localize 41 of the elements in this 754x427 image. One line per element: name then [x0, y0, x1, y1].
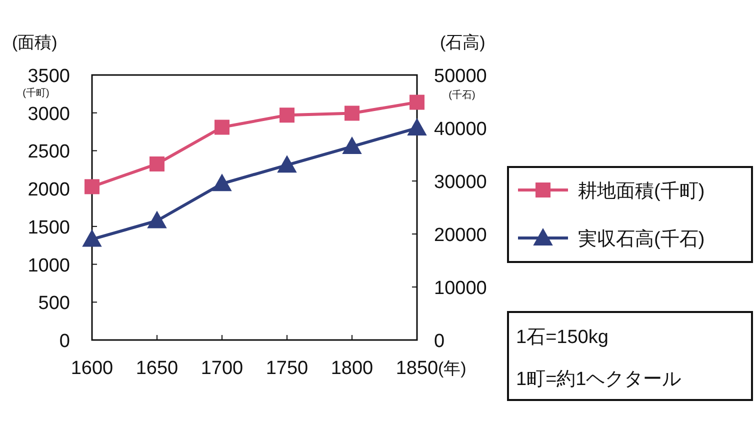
y2-tick-label: 0 — [434, 331, 445, 352]
text: 1石=150kg — [516, 327, 608, 348]
y2-tick-label: 30000 — [434, 172, 487, 193]
y-tick-label: 3000 — [28, 104, 70, 125]
text: (千石) — [448, 89, 476, 101]
y2-tick-label: 10000 — [434, 278, 487, 299]
legend-label: 耕地面積(千町) — [578, 181, 705, 202]
y-tick-label: 2000 — [28, 180, 70, 201]
y-tick-label: 1500 — [28, 217, 70, 238]
y-tick-label: 3500 — [28, 66, 70, 87]
x-axis-title: (年) — [438, 359, 466, 378]
point — [84, 179, 100, 194]
x-tick-label: 1600 — [70, 358, 114, 379]
point — [280, 108, 294, 123]
y-tick-label: 2500 — [28, 142, 70, 163]
y2-tick-label: 50000 — [434, 66, 487, 87]
x-tick-label: 1750 — [266, 358, 308, 379]
point — [212, 174, 232, 192]
y2-tick-label: 40000 — [434, 119, 487, 140]
y-tick-label: 500 — [38, 293, 70, 314]
text: 1町=約1ヘクタール — [516, 369, 682, 390]
point — [214, 120, 230, 135]
point — [150, 156, 164, 172]
text: (千町) — [22, 87, 50, 99]
x-tick-label: 1800 — [330, 358, 374, 379]
point — [344, 106, 360, 121]
point — [148, 211, 166, 228]
x-tick-label: 1850 — [396, 358, 438, 379]
y2-tick-label: 20000 — [434, 225, 487, 246]
point — [82, 230, 102, 247]
y-tick-label: 0 — [59, 331, 70, 352]
point — [278, 156, 296, 173]
point — [408, 118, 426, 136]
y2-axis-title: (石高) — [440, 33, 486, 52]
legend-label: 実収石高(千石) — [578, 228, 705, 250]
x-tick-label: 1650 — [136, 358, 178, 379]
point — [410, 94, 424, 110]
point — [342, 137, 362, 154]
y-axis-title: (面積) — [12, 33, 58, 52]
y-tick-label: 1000 — [28, 255, 70, 276]
x-tick-label: 1700 — [200, 358, 244, 379]
